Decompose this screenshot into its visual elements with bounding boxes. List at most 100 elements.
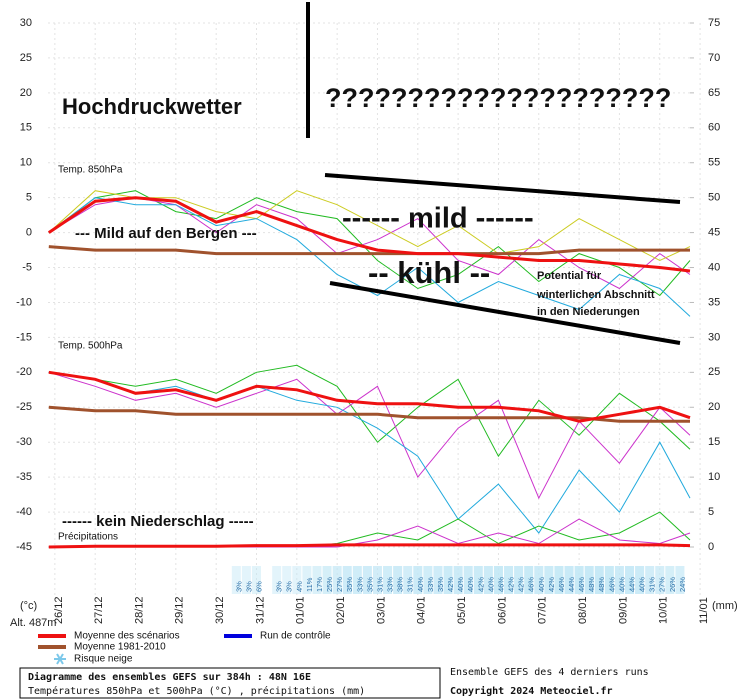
snow-risk-cell — [635, 566, 645, 594]
y2-tick-label: 0 — [708, 541, 714, 553]
snow-risk-cell — [272, 566, 282, 594]
x-tick-label: 28/12 — [133, 596, 145, 624]
snow-risk-label: 4% — [295, 581, 304, 592]
y-tick-label: 30 — [20, 17, 32, 29]
snow-risk-cell — [413, 566, 423, 594]
annotation: Hochdruckwetter — [62, 94, 242, 119]
snow-risk-cell — [352, 566, 362, 594]
x-tick-label: 01/01 — [295, 596, 307, 624]
y2-tick-label: 20 — [708, 401, 720, 413]
snow-risk-cell — [574, 566, 584, 594]
legend: Moyenne des scénarios Moyenne 1981-2010 … — [38, 631, 331, 665]
annotation: --- Mild auf den Bergen --- — [75, 225, 257, 242]
legend-label: Moyenne des scénarios — [74, 631, 180, 642]
snow-risk-label: 26% — [668, 577, 677, 592]
snow-risk-cell — [504, 566, 514, 594]
snow-risk-label: 33% — [386, 577, 395, 592]
snow-risk-cell — [231, 566, 241, 594]
snow-risk-cell — [564, 566, 574, 594]
snow-risk-label: 42% — [517, 577, 526, 592]
snow-risk-label: 3% — [244, 581, 253, 592]
series-line — [48, 371, 691, 534]
footer-runs: Ensemble GEFS des 4 derniers runs — [450, 667, 649, 678]
y-tick-label: -10 — [16, 296, 32, 308]
snow-risk-cell — [675, 566, 685, 594]
snow-risk-cell — [625, 566, 635, 594]
y2-tick-label: 70 — [708, 52, 720, 64]
snow-risk-cell — [251, 566, 261, 594]
y2-tick-label: 25 — [708, 366, 720, 378]
series-line — [47, 196, 691, 273]
snow-risk-label: 17% — [315, 577, 324, 592]
snow-risk-cell — [423, 566, 433, 594]
snow-risk-cell — [534, 566, 544, 594]
y-tick-label: -30 — [16, 436, 32, 448]
snow-risk-label: 31% — [375, 577, 384, 592]
legend-label: Risque neige — [74, 654, 133, 665]
y-tick-label: -5 — [22, 261, 32, 273]
snow-risk-label: 40% — [416, 577, 425, 592]
y2-tick-label: 15 — [708, 436, 720, 448]
y-tick-label: 10 — [20, 157, 32, 169]
snow-risk-label: 46% — [607, 577, 616, 592]
x-tick-label: 09/01 — [617, 596, 629, 624]
x-tick-label: 27/12 — [93, 596, 105, 624]
x-tick-label: 29/12 — [174, 596, 186, 624]
snow-risk-label: 42% — [476, 577, 485, 592]
snow-risk-label: 44% — [627, 577, 636, 592]
y2-tick-label: 5 — [708, 506, 714, 518]
y-tick-label: 5 — [26, 192, 32, 204]
y2-tick-label: 10 — [708, 471, 720, 483]
trend-line — [329, 281, 681, 345]
snow-risk-cell — [241, 566, 251, 594]
annotation: ------ kein Niederschlag ----- — [62, 513, 254, 530]
annotation: ------ mild ------ — [342, 203, 534, 235]
plot-area — [47, 190, 691, 549]
snow-risk-label: 3% — [275, 581, 284, 592]
snow-risk-label: 35% — [345, 577, 354, 592]
y-tick-label: -35 — [16, 471, 32, 483]
y-tick-label: 0 — [26, 227, 32, 239]
annotation: -- kühl -- — [368, 255, 490, 290]
y2-axis-label: (mm) — [712, 600, 738, 612]
snow-risk-label: 46% — [527, 577, 536, 592]
y-tick-label: -45 — [16, 541, 32, 553]
snow-risk-label: 31% — [406, 577, 415, 592]
snow-risk-label: 27% — [658, 577, 667, 592]
snow-risk-cell — [443, 566, 453, 594]
y-tick-label: 15 — [20, 122, 32, 134]
snow-risk-cell — [645, 566, 655, 594]
snow-risk-cell — [362, 566, 372, 594]
y2-tick-label: 55 — [708, 157, 720, 169]
panel-label: Temp. 850hPa — [58, 165, 123, 176]
footer-copyright: Copyright 2024 Meteociel.fr — [450, 685, 613, 697]
snow-risk-cell — [403, 566, 413, 594]
altitude: Alt. 487m — [10, 617, 56, 629]
snow-risk-label: 27% — [335, 577, 344, 592]
snow-risk-label: 42% — [547, 577, 556, 592]
snow-risk-cell — [665, 566, 675, 594]
snow-risk-cell — [544, 566, 554, 594]
snow-risk-label: 35% — [436, 577, 445, 592]
snow-risk-label: 40% — [638, 577, 647, 592]
snow-risk-label: 40% — [466, 577, 475, 592]
y2-tick-label: 60 — [708, 122, 720, 134]
snow-risk-cell — [332, 566, 342, 594]
snow-risk-cell — [463, 566, 473, 594]
y2-tick-label: 30 — [708, 331, 720, 343]
snow-risk-cell — [312, 566, 322, 594]
series-line — [48, 371, 691, 500]
snow-risk-label: 40% — [617, 577, 626, 592]
x-tick-label: 04/01 — [416, 596, 428, 624]
y-tick-label: 20 — [20, 87, 32, 99]
x-tick-label: 11/01 — [698, 597, 710, 624]
snow-risk-label: 35% — [365, 577, 374, 592]
snow-risk-cell — [514, 566, 524, 594]
y-tick-label: -20 — [16, 366, 32, 378]
annotation: winterlichen Abschnitt — [536, 289, 655, 301]
snow-risk-label: 44% — [567, 577, 576, 592]
snow-risk-label: 48% — [597, 577, 606, 592]
snow-risk-cell — [614, 566, 624, 594]
x-tick-label: 07/01 — [537, 596, 549, 624]
